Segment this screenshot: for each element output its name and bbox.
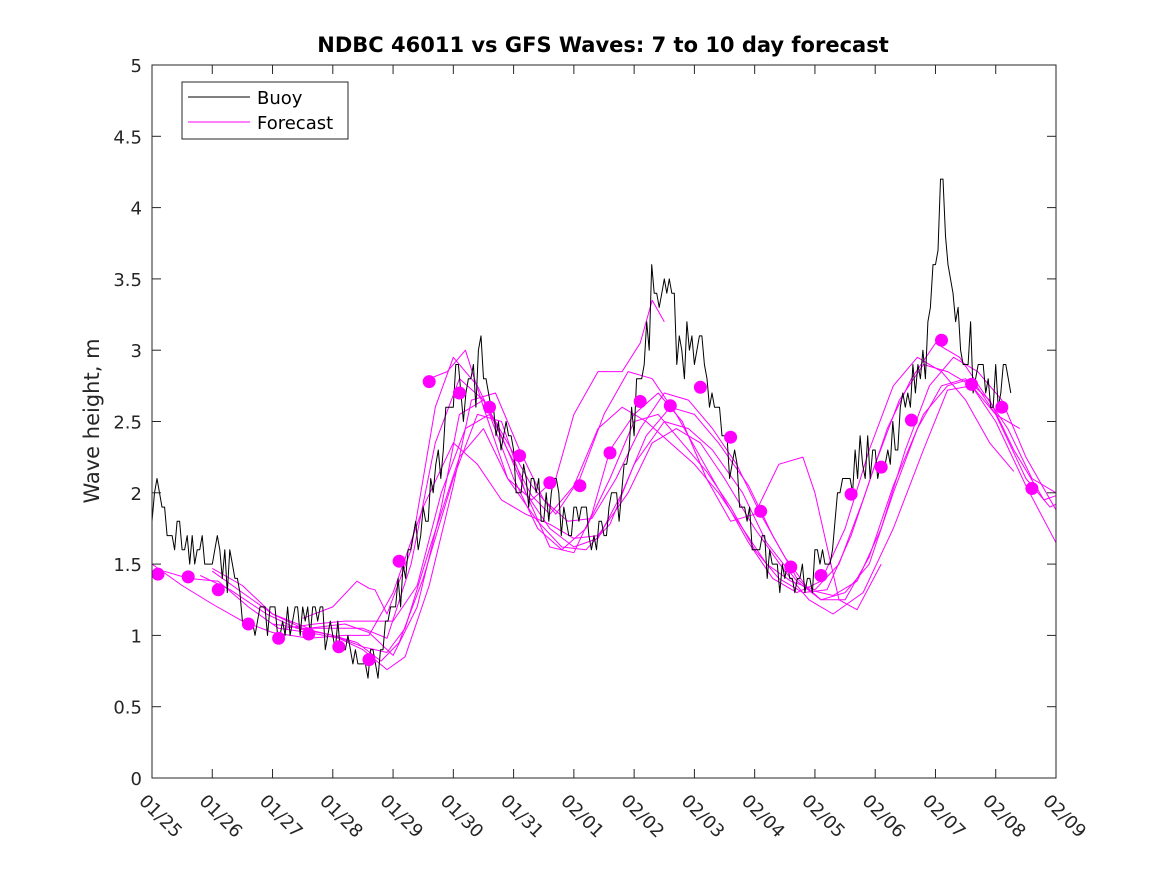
forecast-point <box>935 333 948 347</box>
forecast-point <box>693 380 707 394</box>
forecast-line-7 <box>284 364 1021 629</box>
y-axis-label: Wave height, m <box>80 338 104 503</box>
forecast-line-1 <box>151 385 1057 639</box>
forecast-line-5 <box>212 342 1057 656</box>
forecast-point <box>573 479 587 493</box>
y-tick-label: 4.5 <box>113 127 142 148</box>
y-tick-label: 0 <box>131 769 142 790</box>
forecast-line-8 <box>302 356 882 619</box>
forecast-point <box>874 460 888 474</box>
legend: Buoy Forecast <box>181 81 349 140</box>
forecast-point <box>452 386 466 400</box>
forecast-dots-group <box>151 333 1039 667</box>
forecast-point <box>904 413 918 427</box>
forecast-point <box>784 560 798 574</box>
forecast-point <box>543 476 557 490</box>
forecast-point <box>633 395 647 408</box>
y-tick-label: 1 <box>131 626 142 647</box>
forecast-point <box>272 631 286 645</box>
forecast-point <box>1025 482 1039 495</box>
chart-title: NDBC 46011 vs GFS Waves: 7 to 10 day for… <box>317 33 888 57</box>
buoy-line-group <box>151 178 1012 679</box>
forecast-point <box>814 569 828 582</box>
forecast-line-2 <box>199 378 1057 653</box>
forecast-point <box>422 375 436 389</box>
y-tick-label: 4 <box>131 199 142 220</box>
forecast-point <box>754 504 768 518</box>
forecast-point <box>663 399 677 413</box>
legend-forecast-label: Forecast <box>257 113 333 134</box>
forecast-point <box>181 570 195 584</box>
y-tick-label: 3 <box>131 341 142 362</box>
forecast-point <box>483 400 496 414</box>
forecast-point <box>362 653 376 667</box>
forecast-line-6 <box>272 356 1015 639</box>
y-tick-label: 3.5 <box>113 270 142 291</box>
forecast-point <box>603 446 617 460</box>
forecast-point <box>844 487 858 501</box>
y-tick-label: 0.5 <box>113 698 142 719</box>
forecast-point <box>151 567 165 581</box>
forecast-point <box>965 377 979 391</box>
forecast-point <box>724 430 738 444</box>
y-tick-label: 2.5 <box>113 413 142 434</box>
forecast-lines-group <box>151 299 1057 671</box>
y-axis: 0 0.5 1 1.5 2 2.5 3 3.5 4 4.5 5 <box>113 56 1056 790</box>
legend-buoy-label: Buoy <box>257 88 303 109</box>
forecast-point <box>513 449 527 463</box>
y-tick-label: 5 <box>131 56 142 77</box>
forecast-point <box>332 640 346 654</box>
forecast-point <box>392 554 406 568</box>
forecast-point <box>241 617 255 631</box>
y-tick-label: 2 <box>131 484 142 505</box>
y-tick-label: 1.5 <box>113 555 142 576</box>
buoy-line <box>151 178 1012 679</box>
legend-box <box>181 81 349 140</box>
forecast-point <box>302 627 316 641</box>
forecast-point <box>211 583 225 597</box>
forecast-point <box>995 400 1009 414</box>
forecast-line-4 <box>163 356 1057 671</box>
